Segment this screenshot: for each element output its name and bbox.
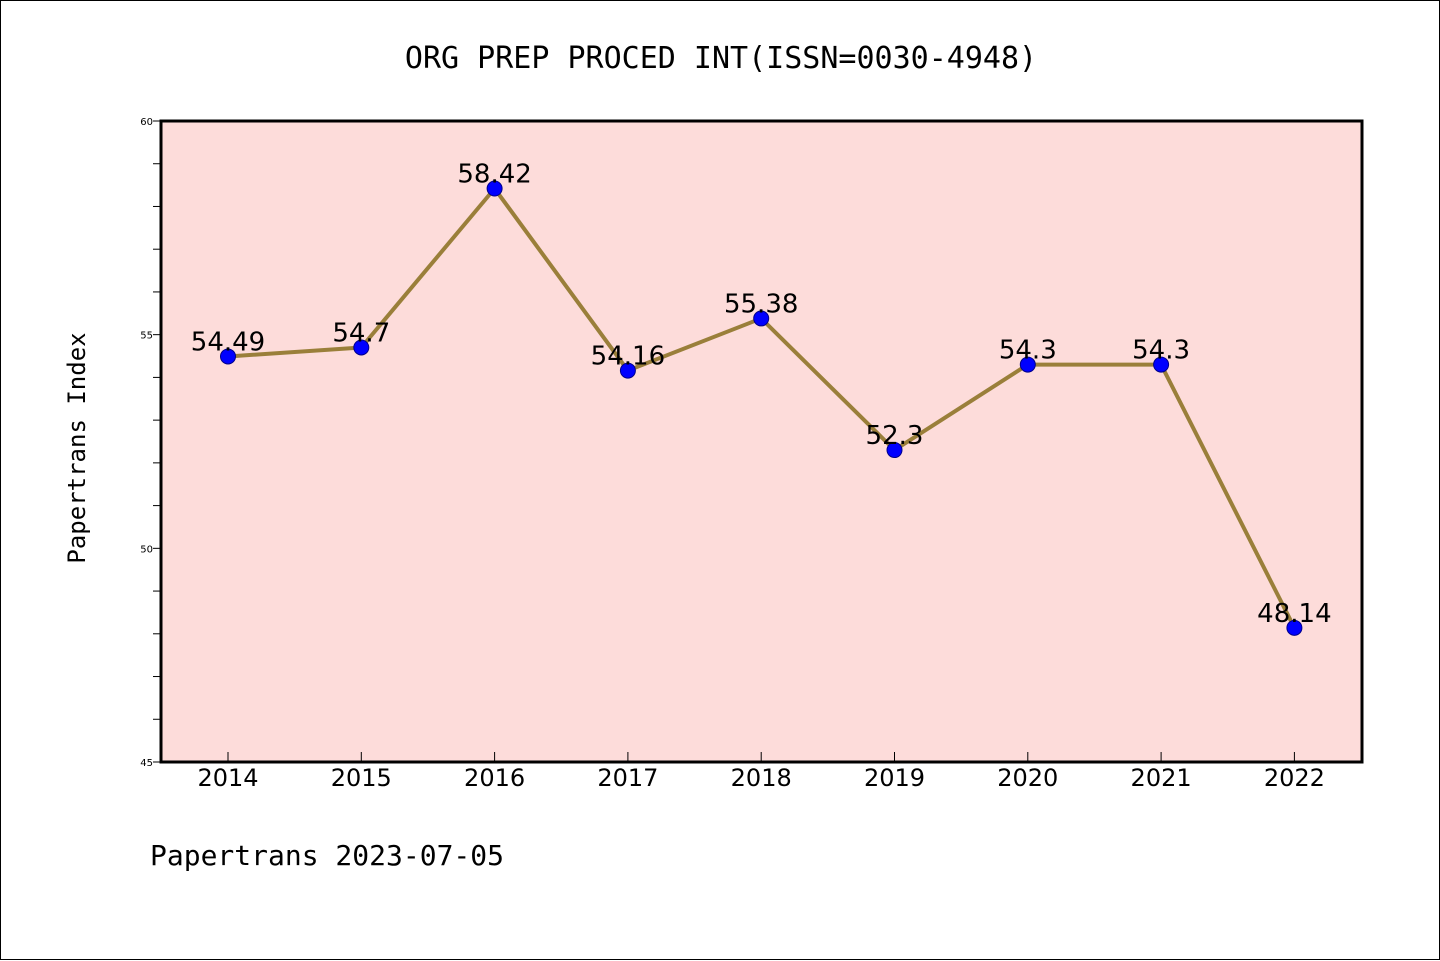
- y-axis-ticks: 45 50 55 60: [140, 117, 161, 769]
- data-point: [1286, 619, 1303, 636]
- data-point: [220, 348, 236, 365]
- data-point: [886, 442, 903, 459]
- x-tick-label: 2015: [331, 764, 392, 792]
- x-tick-label: 2021: [1131, 764, 1192, 792]
- y-tick-label: 50: [140, 544, 153, 555]
- data-label: 54.49: [191, 327, 265, 357]
- x-tick-label: 2020: [997, 764, 1058, 792]
- data-point: [1019, 356, 1036, 373]
- footer-source-date: Papertrans 2023-07-05: [150, 839, 504, 872]
- data-label: 54.3: [999, 336, 1057, 366]
- y-tick-label: 55: [140, 331, 153, 342]
- x-tick-label: 2018: [731, 764, 792, 792]
- data-point: [1153, 356, 1170, 373]
- data-label: 54.3: [1132, 336, 1190, 366]
- x-tick-label: 2022: [1264, 764, 1325, 792]
- data-label: 52.3: [866, 421, 924, 451]
- data-point: [353, 339, 370, 356]
- x-tick-label: 2017: [597, 764, 658, 792]
- data-point: [619, 362, 636, 379]
- series-layer: [220, 180, 1303, 636]
- y-tick-label: 60: [140, 117, 153, 128]
- x-axis-ticks: 2014 2015 2016 2017 2018 2019 2020 2021 2022: [197, 752, 1325, 792]
- x-tick-label: 2019: [864, 764, 925, 792]
- data-point: [486, 180, 503, 197]
- plot-area: [159, 119, 1364, 764]
- y-axis-label: Papertrans Index: [63, 332, 91, 563]
- data-label: 48.14: [1257, 599, 1331, 629]
- data-label: 55.38: [724, 289, 798, 319]
- data-labels: 54.49 54.7 58.42 54.16 55.38 52.3 54.3 54.3 48.1…: [191, 160, 1332, 629]
- y-tick-label: 45: [140, 758, 153, 769]
- data-label: 54.7: [332, 318, 390, 348]
- chart-title: ORG PREP PROCED INT(ISSN=0030-4948): [405, 41, 1037, 76]
- data-label: 54.16: [591, 342, 665, 372]
- x-tick-label: 2014: [197, 764, 258, 792]
- data-label: 58.42: [457, 160, 531, 190]
- data-point: [753, 310, 770, 327]
- x-tick-label: 2016: [464, 764, 525, 792]
